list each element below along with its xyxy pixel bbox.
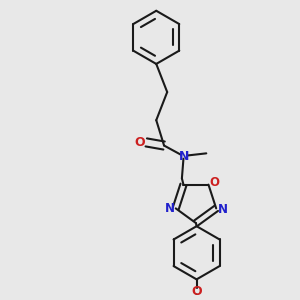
Text: O: O	[134, 136, 145, 149]
Text: N: N	[218, 203, 227, 216]
Text: N: N	[179, 150, 190, 163]
Text: O: O	[209, 176, 219, 189]
Text: N: N	[164, 202, 175, 215]
Text: O: O	[191, 285, 202, 298]
